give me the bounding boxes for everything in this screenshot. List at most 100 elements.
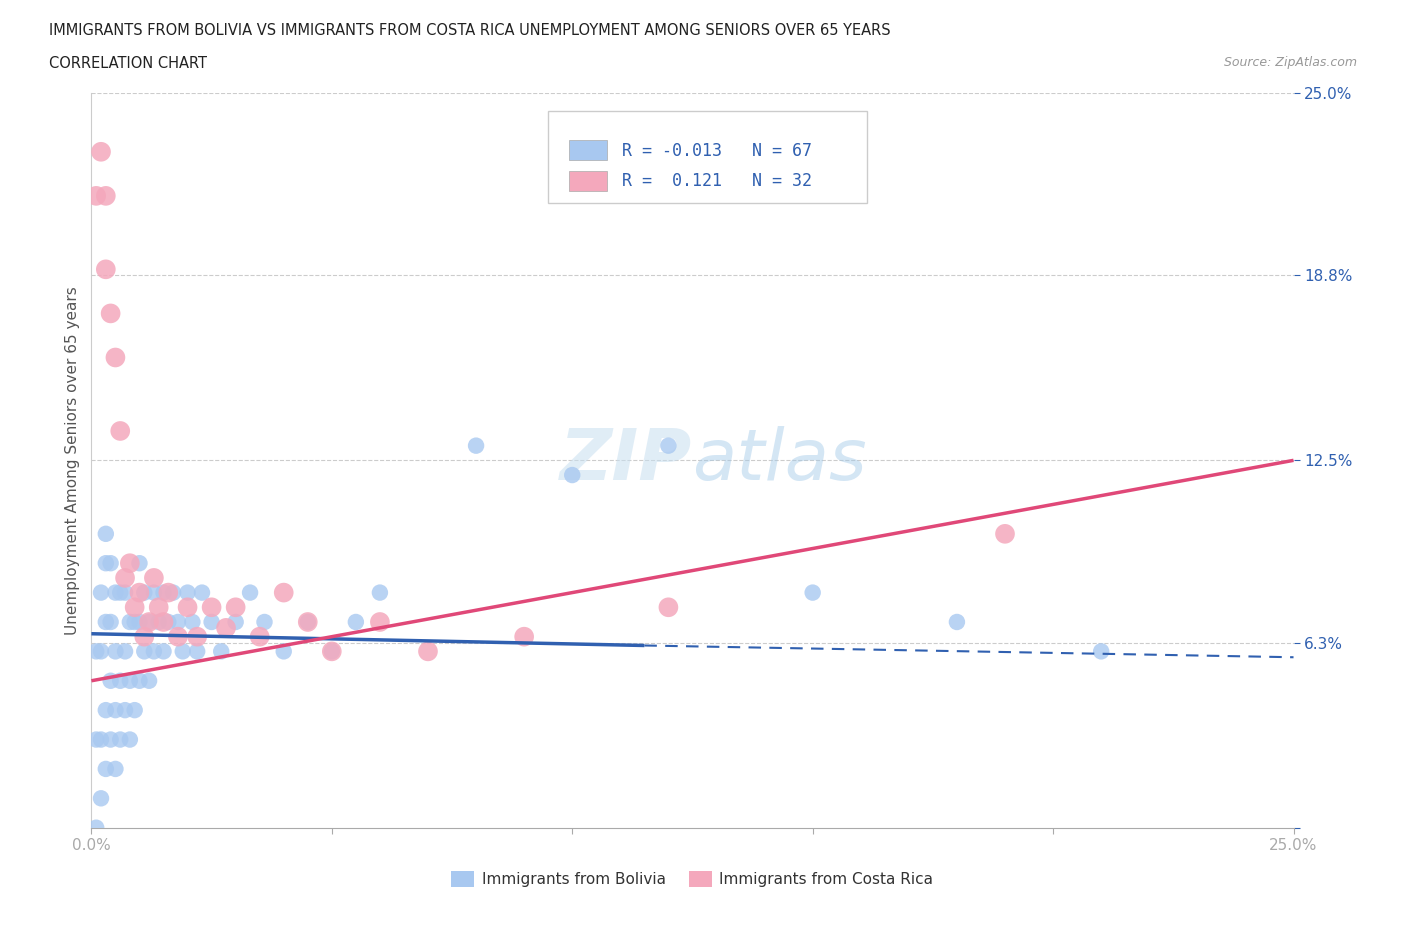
Point xyxy=(114,585,136,600)
Point xyxy=(84,732,107,747)
Point xyxy=(138,615,160,630)
Point xyxy=(142,585,165,600)
Point xyxy=(104,585,127,600)
Point xyxy=(90,732,112,747)
Point xyxy=(209,644,232,658)
Text: IMMIGRANTS FROM BOLIVIA VS IMMIGRANTS FROM COSTA RICA UNEMPLOYMENT AMONG SENIORS: IMMIGRANTS FROM BOLIVIA VS IMMIGRANTS FR… xyxy=(49,23,891,38)
FancyBboxPatch shape xyxy=(568,140,607,161)
Point xyxy=(128,585,150,600)
Point xyxy=(172,644,194,658)
Point xyxy=(152,644,174,658)
Point xyxy=(657,438,679,453)
Point xyxy=(297,615,319,630)
Point xyxy=(801,585,824,600)
Point xyxy=(946,615,969,630)
Point xyxy=(128,673,150,688)
Point xyxy=(191,585,214,600)
Point xyxy=(90,144,112,159)
Point xyxy=(239,585,262,600)
Point xyxy=(118,732,141,747)
Point xyxy=(114,703,136,718)
Point xyxy=(273,644,295,658)
Point xyxy=(118,615,141,630)
Point xyxy=(94,526,117,541)
Point xyxy=(162,585,184,600)
Point xyxy=(416,644,439,658)
Point xyxy=(110,423,132,438)
Point xyxy=(142,644,165,658)
Point xyxy=(94,703,117,718)
Point xyxy=(142,570,165,585)
Point xyxy=(176,600,198,615)
Point xyxy=(152,615,174,630)
Point xyxy=(84,820,107,835)
Point xyxy=(273,585,295,600)
Point xyxy=(118,556,141,571)
Point xyxy=(104,762,127,777)
Point xyxy=(249,630,271,644)
FancyBboxPatch shape xyxy=(568,170,607,191)
Point xyxy=(225,615,247,630)
Point xyxy=(90,790,112,805)
Point xyxy=(994,526,1017,541)
Point xyxy=(215,620,238,635)
Point xyxy=(104,703,127,718)
Point xyxy=(94,762,117,777)
Text: CORRELATION CHART: CORRELATION CHART xyxy=(49,56,207,71)
Point xyxy=(225,600,247,615)
Point xyxy=(104,644,127,658)
Point xyxy=(110,732,132,747)
Point xyxy=(321,644,343,658)
Point xyxy=(84,644,107,658)
Point xyxy=(152,585,174,600)
Text: ZIP: ZIP xyxy=(560,426,692,495)
Point xyxy=(128,556,150,571)
Point xyxy=(114,644,136,658)
Point xyxy=(465,438,488,453)
Text: R = -0.013   N = 67: R = -0.013 N = 67 xyxy=(621,142,811,160)
Point xyxy=(157,585,180,600)
Point xyxy=(100,556,122,571)
Point xyxy=(344,615,367,630)
Point xyxy=(186,644,208,658)
Point xyxy=(94,262,117,277)
Point xyxy=(513,630,536,644)
Point xyxy=(134,630,156,644)
Point xyxy=(104,350,127,365)
Point xyxy=(657,600,679,615)
Point xyxy=(94,189,117,204)
Point xyxy=(321,644,343,658)
Point xyxy=(138,615,160,630)
Point xyxy=(110,673,132,688)
Point xyxy=(124,615,146,630)
Point xyxy=(1090,644,1112,658)
Point xyxy=(100,306,122,321)
Point xyxy=(100,615,122,630)
Point xyxy=(94,615,117,630)
Text: atlas: atlas xyxy=(692,426,868,495)
Point xyxy=(100,732,122,747)
Point xyxy=(134,644,156,658)
Point xyxy=(110,585,132,600)
Point xyxy=(201,615,224,630)
Point xyxy=(201,600,224,615)
Point xyxy=(100,673,122,688)
FancyBboxPatch shape xyxy=(548,112,866,204)
Y-axis label: Unemployment Among Seniors over 65 years: Unemployment Among Seniors over 65 years xyxy=(65,286,80,635)
Point xyxy=(167,630,190,644)
Point xyxy=(297,615,319,630)
Point xyxy=(167,615,190,630)
Point xyxy=(561,468,583,483)
Text: R =  0.121   N = 32: R = 0.121 N = 32 xyxy=(621,172,811,190)
Point xyxy=(368,585,391,600)
Point xyxy=(128,615,150,630)
Point xyxy=(253,615,276,630)
Point xyxy=(94,556,117,571)
Point xyxy=(114,570,136,585)
Point xyxy=(84,189,107,204)
Point xyxy=(176,585,198,600)
Point xyxy=(124,703,146,718)
Point xyxy=(90,644,112,658)
Point xyxy=(368,615,391,630)
Point xyxy=(134,585,156,600)
